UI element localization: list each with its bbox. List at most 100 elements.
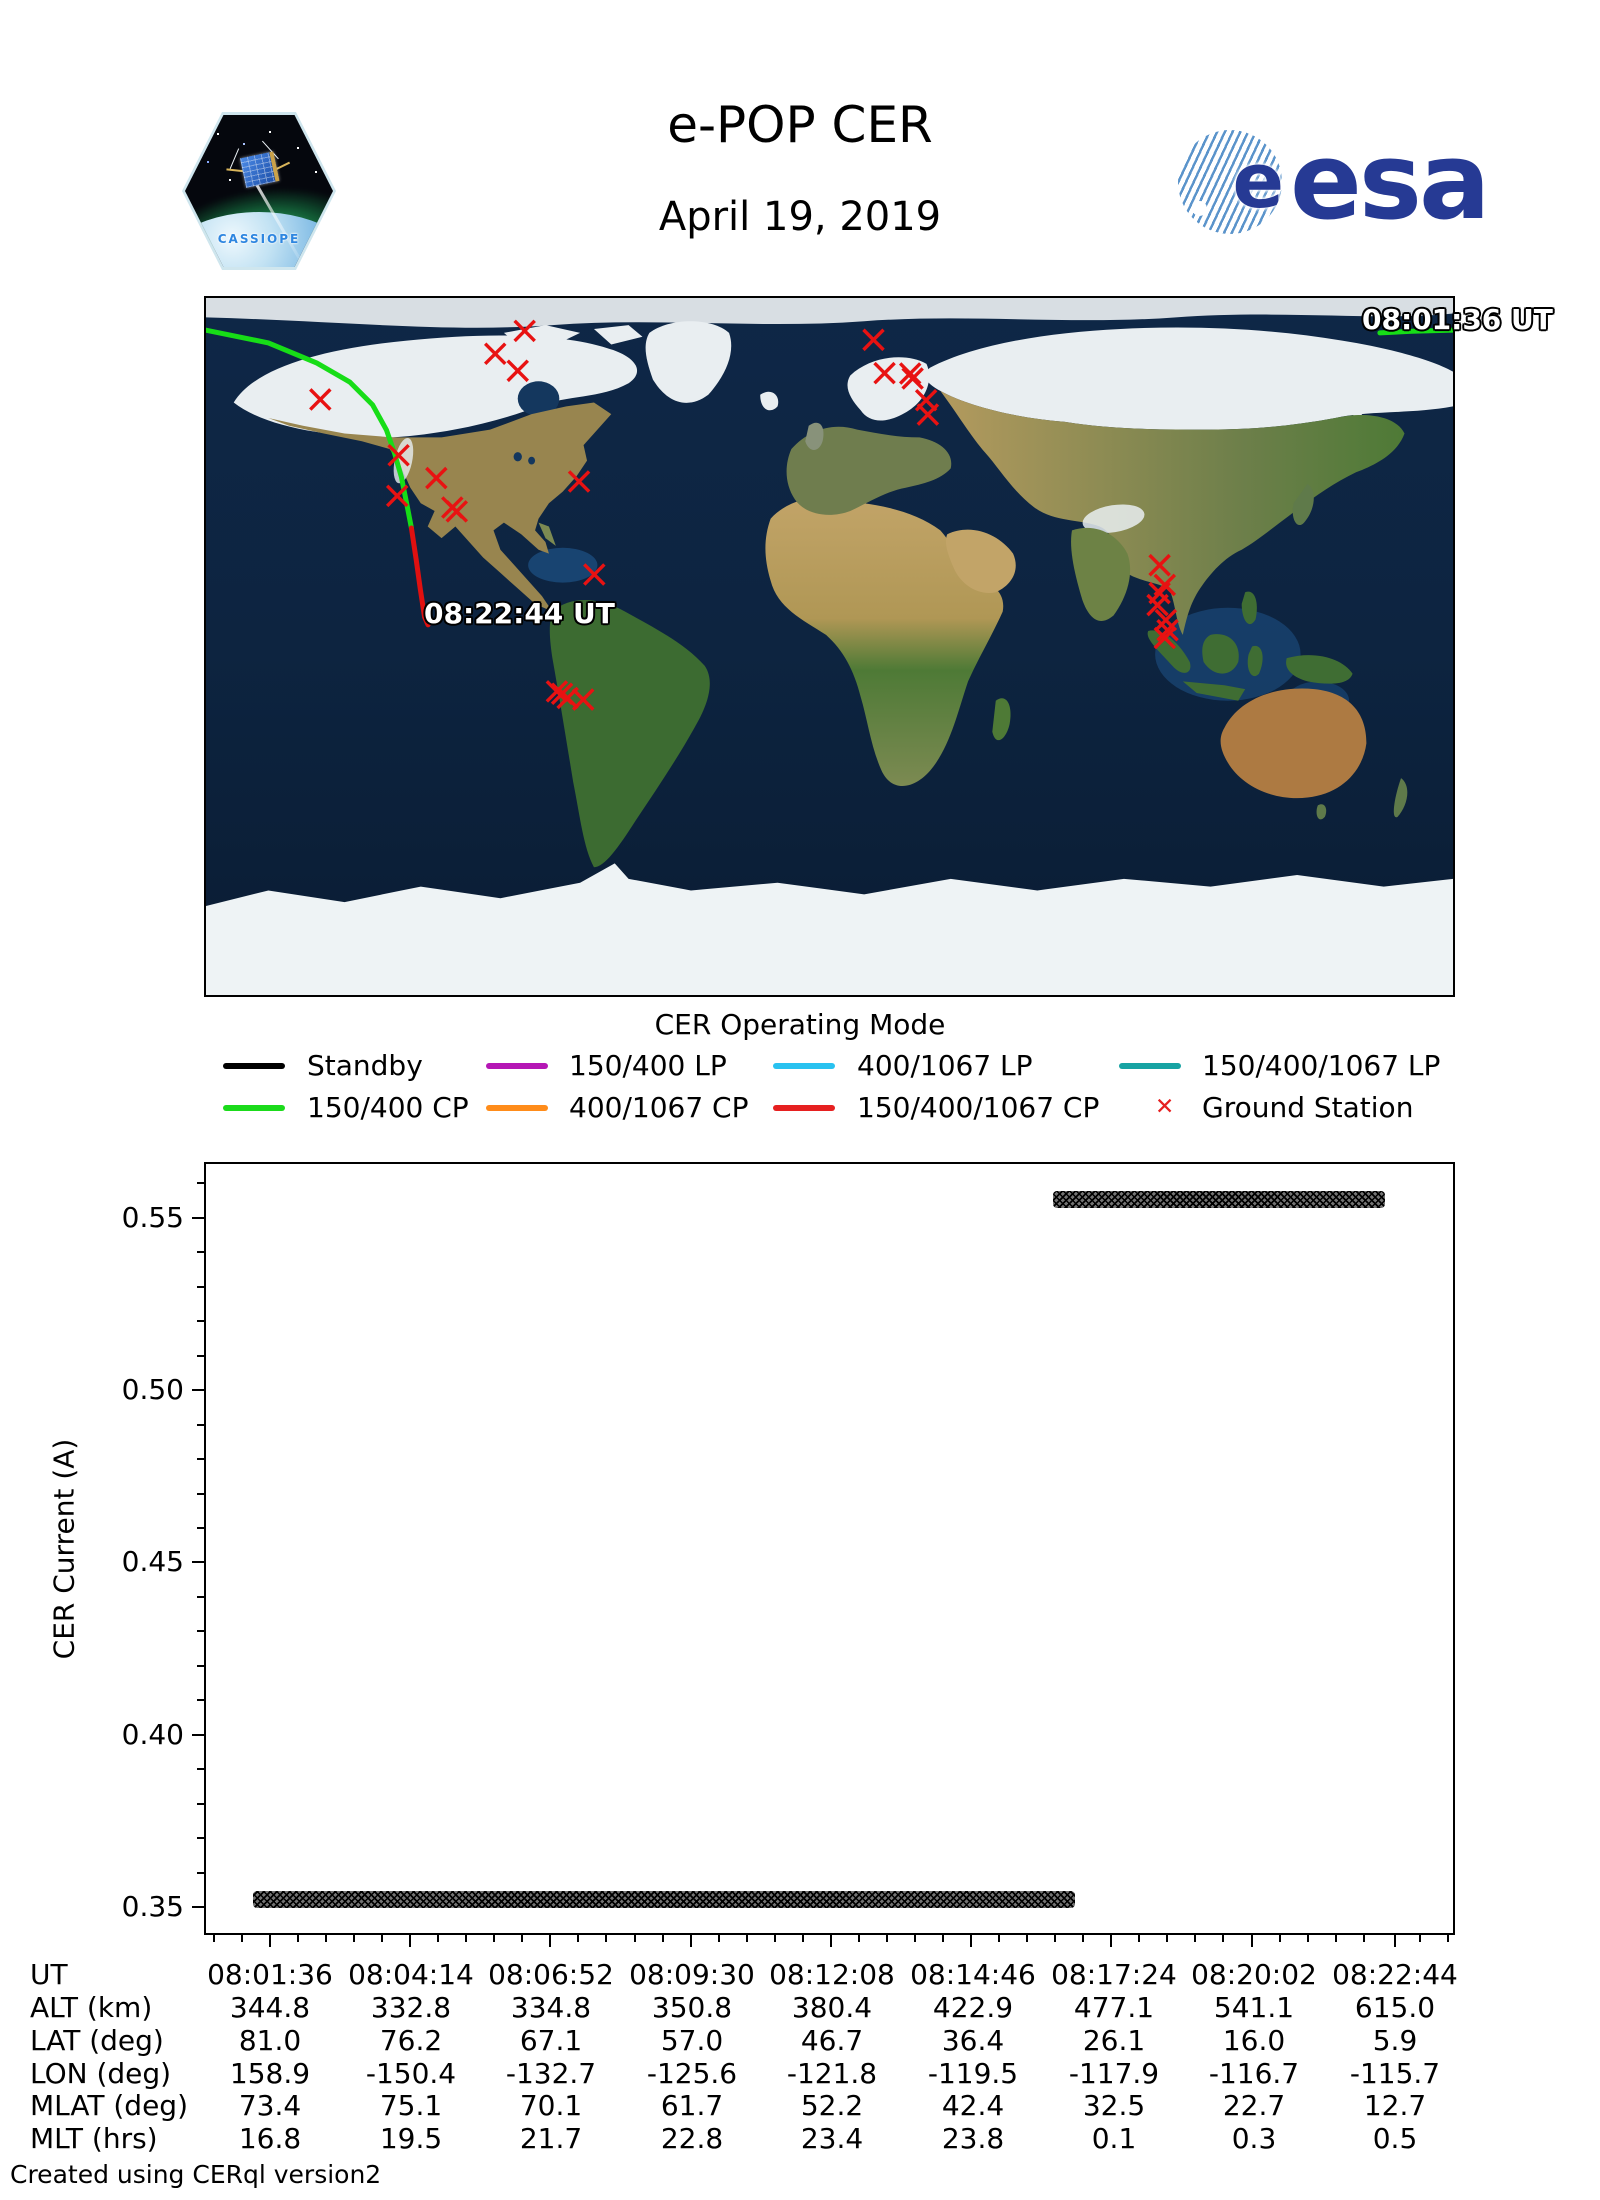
y-tick-label: 0.35 xyxy=(121,1890,184,1924)
table-cell: 422.9 xyxy=(932,1991,1014,2024)
table-cell: 73.4 xyxy=(238,2089,302,2122)
asia xyxy=(940,390,1405,635)
ground-station-marker xyxy=(569,471,589,491)
x-minor-tick xyxy=(717,1935,720,1942)
table-cell: 08:12:08 xyxy=(769,1958,895,1991)
esa-globe-letter-e: e xyxy=(1232,136,1282,225)
orbit-track-150-400-cp xyxy=(1380,330,1453,333)
y-minor-tick xyxy=(197,1458,204,1461)
africa xyxy=(765,496,1004,787)
map-end-time-label: 08:22:44 UT xyxy=(424,597,615,630)
x-minor-tick xyxy=(885,1935,888,1942)
cer-current-marker-band low-current-band xyxy=(253,1890,1075,1908)
legend-line-swatch xyxy=(773,1063,835,1069)
x-major-tick xyxy=(1250,1935,1253,1947)
x-minor-tick xyxy=(605,1935,608,1942)
table-cell: 08:09:30 xyxy=(629,1958,755,1991)
table-row-label: UT xyxy=(30,1958,68,1991)
java xyxy=(1182,681,1246,701)
table-cell: 67.1 xyxy=(519,2024,583,2057)
x-minor-tick xyxy=(942,1935,945,1942)
table-cell: 08:04:14 xyxy=(348,1958,474,1991)
table-cell: 477.1 xyxy=(1073,1991,1155,2024)
x-minor-tick xyxy=(296,1935,299,1942)
table-cell: 32.5 xyxy=(1082,2089,1146,2122)
y-minor-tick xyxy=(197,1526,204,1529)
legend-line-swatch xyxy=(486,1105,548,1111)
table-cell: -125.6 xyxy=(646,2057,738,2090)
x-minor-tick xyxy=(1082,1935,1085,1942)
ground-station-marker xyxy=(447,501,467,521)
y-axis-label: CER Current (A) xyxy=(47,1438,81,1660)
new-zealand xyxy=(1393,778,1408,818)
satellite-panel-grid xyxy=(240,152,276,189)
esa-logo: e esa xyxy=(1178,126,1491,238)
y-minor-tick xyxy=(197,1320,204,1323)
ground-station-marker xyxy=(1147,595,1167,615)
table-cell: -121.8 xyxy=(786,2057,878,2090)
map-start-time-label: 08:01:36 UT xyxy=(1362,303,1553,336)
orbit-track-150-400-1067-cp xyxy=(411,528,428,625)
table-cell: 76.2 xyxy=(379,2024,443,2057)
y-major-tick xyxy=(192,1906,204,1909)
japan xyxy=(1292,483,1314,526)
x-minor-tick xyxy=(1166,1935,1169,1942)
ground-station-marker xyxy=(1158,620,1178,640)
cer-current-marker-band high-current-band xyxy=(1052,1190,1385,1208)
florida xyxy=(538,522,556,546)
table-cell: 08:01:36 xyxy=(207,1958,333,1991)
patch-mission-name: CASSIOPE xyxy=(217,231,301,246)
x-minor-tick xyxy=(1138,1935,1141,1942)
world-map-panel xyxy=(204,296,1455,997)
table-cell: 21.7 xyxy=(519,2122,583,2155)
y-minor-tick xyxy=(197,1285,204,1288)
table-cell: 0.3 xyxy=(1231,2122,1277,2155)
table-cell: 16.8 xyxy=(238,2122,302,2155)
table-cell: 350.8 xyxy=(651,1991,733,2024)
table-cell: 334.8 xyxy=(510,1991,592,2024)
footer-note: Created using CERql version2 xyxy=(10,2160,382,2189)
y-minor-tick xyxy=(197,1664,204,1667)
table-cell: 0.1 xyxy=(1091,2122,1137,2155)
x-minor-tick xyxy=(577,1935,580,1942)
legend-item-label: 150/400/1067 CP xyxy=(857,1091,1100,1124)
x-minor-tick xyxy=(465,1935,468,1942)
legend-item-label: 150/400/1067 LP xyxy=(1202,1049,1441,1082)
table-cell: 46.7 xyxy=(800,2024,864,2057)
page-subtitle: April 19, 2019 xyxy=(658,194,942,240)
table-cell: 158.9 xyxy=(229,2057,311,2090)
table-cell: 22.8 xyxy=(660,2122,724,2155)
x-minor-tick xyxy=(212,1935,215,1942)
table-cell: 22.7 xyxy=(1222,2089,1286,2122)
x-major-tick xyxy=(970,1935,973,1947)
x-major-tick xyxy=(549,1935,552,1947)
y-major-tick xyxy=(192,1216,204,1219)
x-major-tick xyxy=(409,1935,412,1947)
x-minor-tick xyxy=(521,1935,524,1942)
table-cell: 16.0 xyxy=(1222,2024,1286,2057)
ground-station-marker xyxy=(547,681,567,701)
table-row-label: ALT (km) xyxy=(30,1991,153,2024)
x-minor-tick xyxy=(1334,1935,1337,1942)
ground-station-legend-marker: ✕ xyxy=(1155,1094,1175,1120)
table-cell: -150.4 xyxy=(365,2057,457,2090)
x-minor-tick xyxy=(1054,1935,1057,1942)
y-tick-label: 0.45 xyxy=(121,1545,184,1579)
table-row-label: MLAT (deg) xyxy=(30,2089,189,2122)
hudson-bay xyxy=(517,381,560,417)
x-minor-tick xyxy=(1026,1935,1029,1942)
table-cell: 52.2 xyxy=(800,2089,864,2122)
sulawesi xyxy=(1247,645,1263,677)
world-map xyxy=(206,298,1453,995)
greenland xyxy=(645,321,732,403)
ground-station-marker xyxy=(584,564,604,584)
y-minor-tick xyxy=(197,1802,204,1805)
ground-station-marker xyxy=(515,321,535,341)
x-minor-tick xyxy=(493,1935,496,1942)
x-major-tick xyxy=(829,1935,832,1947)
tasmania xyxy=(1316,804,1327,820)
ground-station-marker xyxy=(1150,555,1170,575)
legend-line-swatch xyxy=(223,1063,285,1069)
x-major-tick xyxy=(1110,1935,1113,1947)
ground-station-marker xyxy=(573,689,593,709)
